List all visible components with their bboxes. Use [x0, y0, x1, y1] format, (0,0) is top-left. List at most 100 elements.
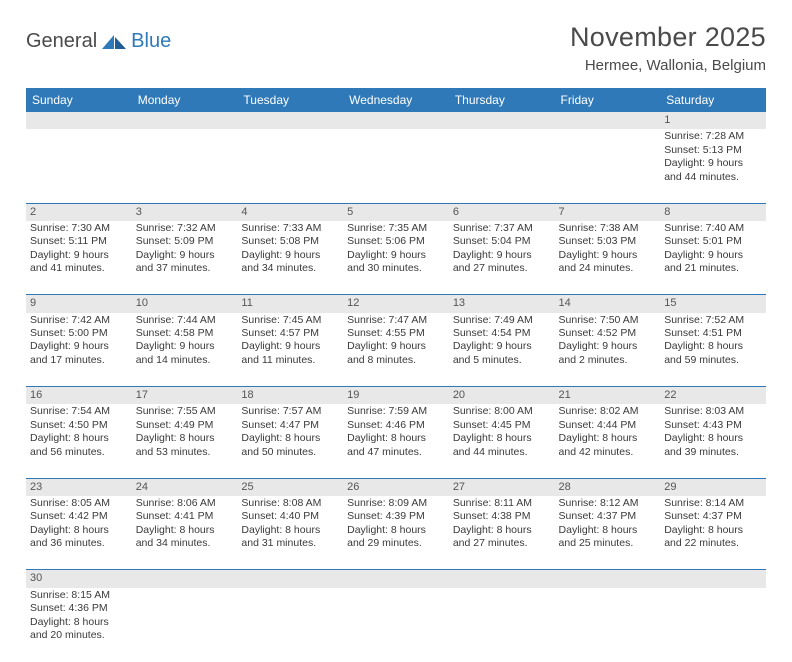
- calendar-table: Sunday Monday Tuesday Wednesday Thursday…: [26, 88, 766, 662]
- week-row: Sunrise: 8:15 AMSunset: 4:36 PMDaylight:…: [26, 588, 766, 662]
- day-cell: Sunrise: 7:42 AMSunset: 5:00 PMDaylight:…: [26, 313, 132, 387]
- day-number: 5: [343, 203, 449, 221]
- day-cell: Sunrise: 7:28 AMSunset: 5:13 PMDaylight:…: [660, 129, 766, 203]
- day-info-line: Sunset: 4:47 PM: [241, 419, 339, 432]
- day-info-line: Sunrise: 7:35 AM: [347, 222, 445, 235]
- day-info-line: and 21 minutes.: [664, 262, 762, 275]
- day-info-line: Sunset: 4:42 PM: [30, 510, 128, 523]
- day-info-line: Sunrise: 8:15 AM: [30, 589, 128, 602]
- day-info-line: Sunset: 4:44 PM: [559, 419, 657, 432]
- day-number: 10: [132, 295, 238, 313]
- day-cell: Sunrise: 7:37 AMSunset: 5:04 PMDaylight:…: [449, 221, 555, 295]
- month-title: November 2025: [570, 22, 766, 53]
- weekday-header: Monday: [132, 88, 238, 112]
- day-info-line: and 27 minutes.: [453, 537, 551, 550]
- day-info-line: Daylight: 9 hours: [347, 249, 445, 262]
- day-info-line: Sunrise: 7:55 AM: [136, 405, 234, 418]
- day-info-line: and 30 minutes.: [347, 262, 445, 275]
- day-info-line: and 53 minutes.: [136, 446, 234, 459]
- day-info-line: Sunrise: 7:45 AM: [241, 314, 339, 327]
- day-info-line: Sunrise: 8:08 AM: [241, 497, 339, 510]
- day-cell: Sunrise: 7:45 AMSunset: 4:57 PMDaylight:…: [237, 313, 343, 387]
- day-number: 3: [132, 203, 238, 221]
- daynum-row: 23242526272829: [26, 478, 766, 496]
- day-info-line: Sunrise: 8:11 AM: [453, 497, 551, 510]
- day-info-line: and 42 minutes.: [559, 446, 657, 459]
- day-cell: Sunrise: 7:49 AMSunset: 4:54 PMDaylight:…: [449, 313, 555, 387]
- day-info-line: Sunrise: 8:05 AM: [30, 497, 128, 510]
- day-info-line: and 36 minutes.: [30, 537, 128, 550]
- day-number: 29: [660, 478, 766, 496]
- day-cell: Sunrise: 7:59 AMSunset: 4:46 PMDaylight:…: [343, 404, 449, 478]
- day-info-line: Sunrise: 7:37 AM: [453, 222, 551, 235]
- day-cell: Sunrise: 7:57 AMSunset: 4:47 PMDaylight:…: [237, 404, 343, 478]
- location: Hermee, Wallonia, Belgium: [570, 57, 766, 74]
- day-cell: Sunrise: 7:40 AMSunset: 5:01 PMDaylight:…: [660, 221, 766, 295]
- day-info-line: and 20 minutes.: [30, 629, 128, 642]
- day-number: 13: [449, 295, 555, 313]
- day-number: [343, 112, 449, 129]
- daynum-row: 16171819202122: [26, 387, 766, 405]
- day-info-line: and 5 minutes.: [453, 354, 551, 367]
- day-info-line: Daylight: 8 hours: [664, 524, 762, 537]
- day-info-line: and 8 minutes.: [347, 354, 445, 367]
- day-info-line: Sunset: 4:58 PM: [136, 327, 234, 340]
- day-number: [343, 570, 449, 588]
- day-number: 11: [237, 295, 343, 313]
- day-number: 22: [660, 387, 766, 405]
- day-cell: Sunrise: 7:52 AMSunset: 4:51 PMDaylight:…: [660, 313, 766, 387]
- day-cell: [555, 129, 661, 203]
- day-number: 2: [26, 203, 132, 221]
- day-info-line: Daylight: 8 hours: [241, 524, 339, 537]
- day-info-line: Daylight: 9 hours: [347, 340, 445, 353]
- day-info-line: Daylight: 8 hours: [453, 524, 551, 537]
- day-cell: [660, 588, 766, 662]
- day-number: [449, 112, 555, 129]
- day-cell: [132, 129, 238, 203]
- day-info-line: Sunset: 5:09 PM: [136, 235, 234, 248]
- day-number: 28: [555, 478, 661, 496]
- day-info-line: and 2 minutes.: [559, 354, 657, 367]
- day-info-line: Sunset: 4:57 PM: [241, 327, 339, 340]
- day-cell: Sunrise: 8:15 AMSunset: 4:36 PMDaylight:…: [26, 588, 132, 662]
- day-info-line: and 31 minutes.: [241, 537, 339, 550]
- day-info-line: Daylight: 8 hours: [30, 432, 128, 445]
- daynum-row: 2345678: [26, 203, 766, 221]
- week-row: Sunrise: 7:42 AMSunset: 5:00 PMDaylight:…: [26, 313, 766, 387]
- day-cell: Sunrise: 7:33 AMSunset: 5:08 PMDaylight:…: [237, 221, 343, 295]
- day-info-line: Sunrise: 7:52 AM: [664, 314, 762, 327]
- day-info-line: Sunset: 4:38 PM: [453, 510, 551, 523]
- day-info-line: Daylight: 9 hours: [241, 249, 339, 262]
- day-cell: Sunrise: 7:50 AMSunset: 4:52 PMDaylight:…: [555, 313, 661, 387]
- day-info-line: Sunrise: 7:44 AM: [136, 314, 234, 327]
- day-info-line: Sunset: 4:55 PM: [347, 327, 445, 340]
- weekday-header: Sunday: [26, 88, 132, 112]
- day-number: 19: [343, 387, 449, 405]
- day-info-line: Daylight: 9 hours: [453, 340, 551, 353]
- day-info-line: Sunrise: 8:00 AM: [453, 405, 551, 418]
- weekday-header-row: Sunday Monday Tuesday Wednesday Thursday…: [26, 88, 766, 112]
- day-info-line: Daylight: 9 hours: [559, 340, 657, 353]
- logo-text-1: General: [26, 30, 97, 53]
- day-info-line: Sunset: 4:37 PM: [559, 510, 657, 523]
- day-info-line: Sunset: 4:46 PM: [347, 419, 445, 432]
- day-info-line: Sunset: 4:54 PM: [453, 327, 551, 340]
- day-info-line: Sunrise: 8:02 AM: [559, 405, 657, 418]
- day-info-line: and 59 minutes.: [664, 354, 762, 367]
- day-info-line: Sunset: 4:41 PM: [136, 510, 234, 523]
- day-info-line: Sunrise: 7:38 AM: [559, 222, 657, 235]
- day-info-line: Sunset: 4:50 PM: [30, 419, 128, 432]
- day-info-line: Sunrise: 8:12 AM: [559, 497, 657, 510]
- day-info-line: Sunrise: 7:28 AM: [664, 130, 762, 143]
- day-number: [132, 570, 238, 588]
- day-info-line: Sunset: 5:00 PM: [30, 327, 128, 340]
- day-info-line: Daylight: 8 hours: [347, 524, 445, 537]
- day-info-line: Sunrise: 8:06 AM: [136, 497, 234, 510]
- day-info-line: and 41 minutes.: [30, 262, 128, 275]
- day-info-line: and 44 minutes.: [453, 446, 551, 459]
- day-info-line: Sunset: 4:51 PM: [664, 327, 762, 340]
- day-info-line: Sunrise: 7:30 AM: [30, 222, 128, 235]
- day-number: 12: [343, 295, 449, 313]
- day-info-line: Sunrise: 7:54 AM: [30, 405, 128, 418]
- day-number: 1: [660, 112, 766, 129]
